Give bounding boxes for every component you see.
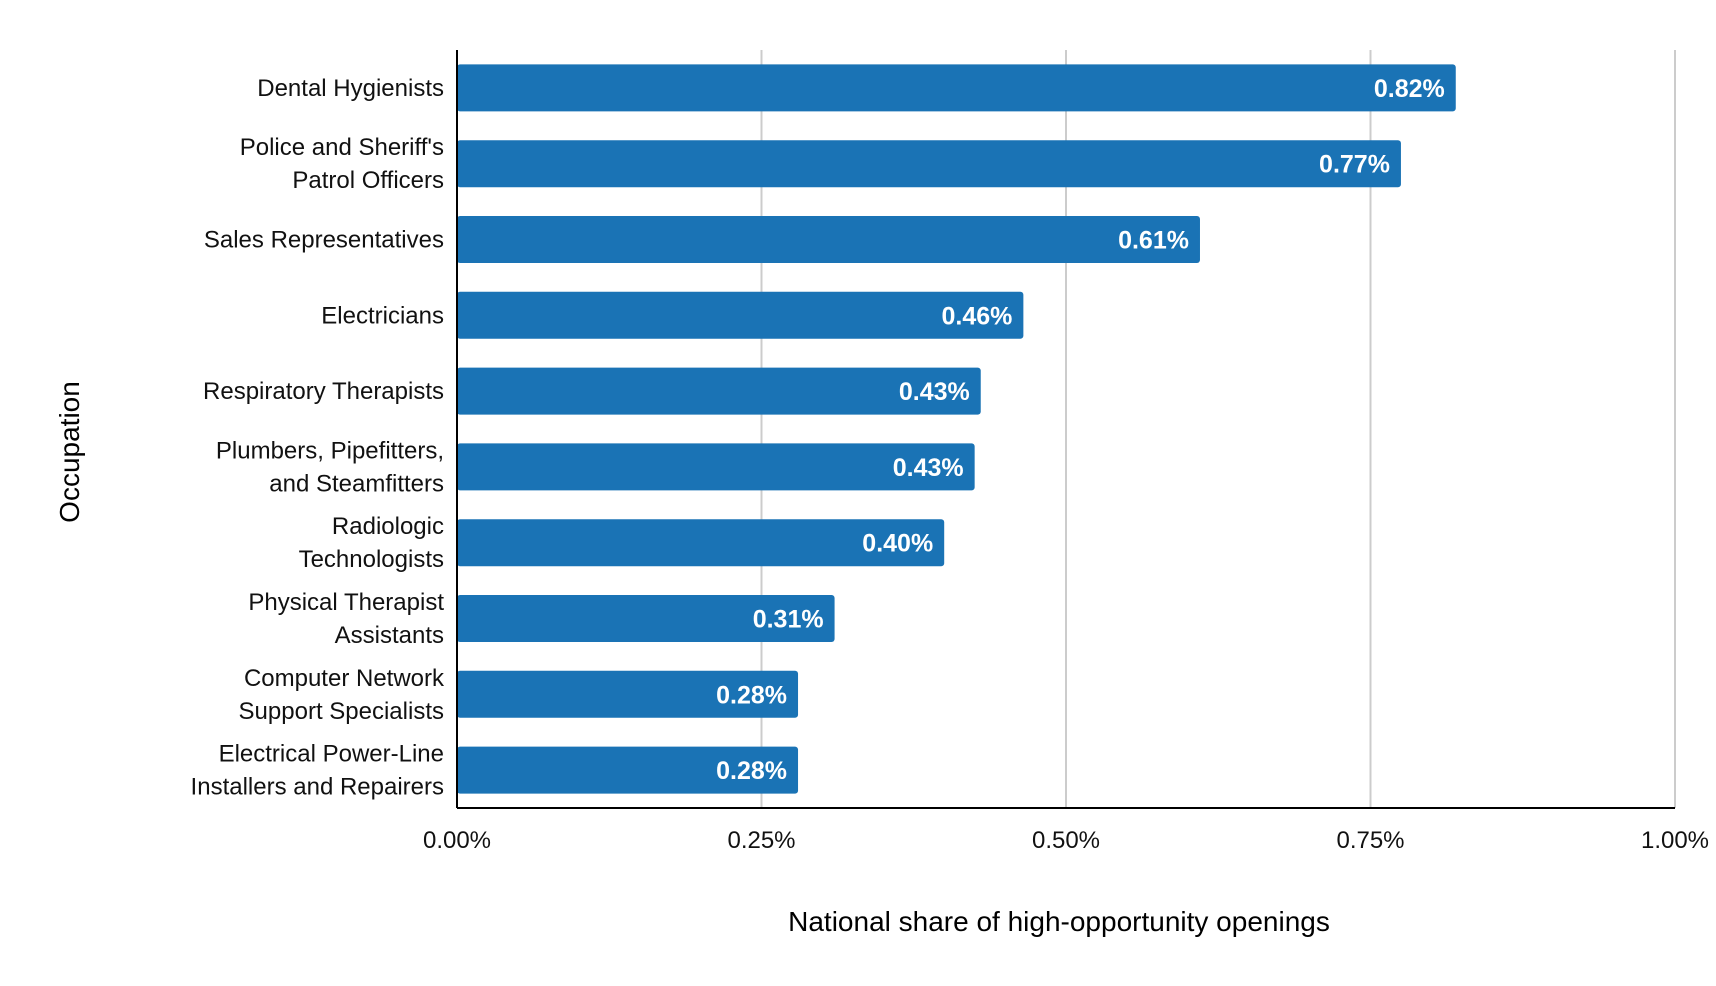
data-label: 0.40%: [862, 530, 933, 558]
y-category-label: Physical Therapist Assistants: [248, 589, 444, 649]
y-category-label: Plumbers, Pipefitters, and Steamfitters: [216, 437, 444, 497]
category-label-line: Support Specialists: [239, 698, 444, 725]
bar: [457, 64, 1456, 112]
category-label-line: Respiratory Therapists: [203, 378, 444, 405]
category-label-line: Installers and Repairers: [191, 774, 444, 801]
category-label-line: Sales Representatives: [204, 227, 444, 254]
x-axis-title: National share of high-opportunity openi…: [788, 906, 1330, 937]
y-category-label: Sales Representatives: [204, 227, 444, 254]
category-label-line: Technologists: [299, 546, 444, 573]
data-label: 0.31%: [753, 606, 824, 634]
x-tick-label: 0.75%: [1336, 827, 1404, 854]
data-label: 0.77%: [1319, 151, 1390, 179]
bar: [457, 519, 945, 567]
y-category-label: Electrical Power-Line Installers and Repa…: [191, 741, 444, 801]
bar: [457, 670, 799, 718]
category-label-line: and Steamfitters: [269, 470, 444, 497]
bar: [457, 443, 975, 491]
y-category-label: Police and Sheriff's Patrol Officers: [240, 134, 444, 194]
data-label: 0.82%: [1374, 75, 1445, 103]
y-category-label: Dental Hygienists: [257, 75, 444, 102]
x-tick-label: 0.25%: [727, 827, 795, 854]
data-label: 0.28%: [716, 757, 787, 785]
category-label-line: Computer Network: [244, 665, 445, 692]
category-label-line: Physical Therapist: [248, 589, 444, 616]
y-category-label: Computer Network Support Specialists: [239, 665, 445, 725]
x-tick-label: 0.00%: [423, 827, 491, 854]
data-label: 0.46%: [941, 302, 1012, 330]
category-label-line: Dental Hygienists: [257, 75, 444, 102]
x-tick-label: 0.50%: [1032, 827, 1100, 854]
category-label-line: Radiologic: [332, 513, 444, 540]
y-axis-title: Occupation: [54, 381, 85, 523]
category-label-line: Assistants: [335, 622, 444, 649]
bars: 0.82% 0.77% 0.61% 0.46% 0.43% 0.43% 0.40% 0.31%…: [457, 64, 1456, 794]
bar: [457, 367, 981, 415]
category-label-line: Electrical Power-Line: [219, 741, 444, 768]
data-label: 0.61%: [1118, 227, 1189, 255]
y-category-label: Electricians: [321, 302, 444, 329]
y-category-label: Respiratory Therapists: [203, 378, 444, 405]
x-tick-label: 1.00%: [1641, 827, 1709, 854]
axes: 0.00% 0.25% 0.50% 0.75% 1.00% Dental Hygienis…: [191, 50, 1709, 854]
category-label-line: Electricians: [321, 302, 444, 329]
bar: [457, 216, 1200, 263]
y-category-label: Radiologic Technologists: [299, 513, 444, 573]
data-label: 0.43%: [893, 454, 964, 482]
bar: [457, 746, 799, 794]
data-label: 0.28%: [716, 681, 787, 709]
bar: [457, 595, 835, 642]
data-label: 0.43%: [899, 378, 970, 406]
category-label-line: Plumbers, Pipefitters,: [216, 437, 444, 464]
category-label-line: Patrol Officers: [292, 167, 444, 194]
bar: [457, 140, 1401, 188]
bar: [457, 291, 1024, 339]
category-label-line: Police and Sheriff's: [240, 134, 444, 161]
